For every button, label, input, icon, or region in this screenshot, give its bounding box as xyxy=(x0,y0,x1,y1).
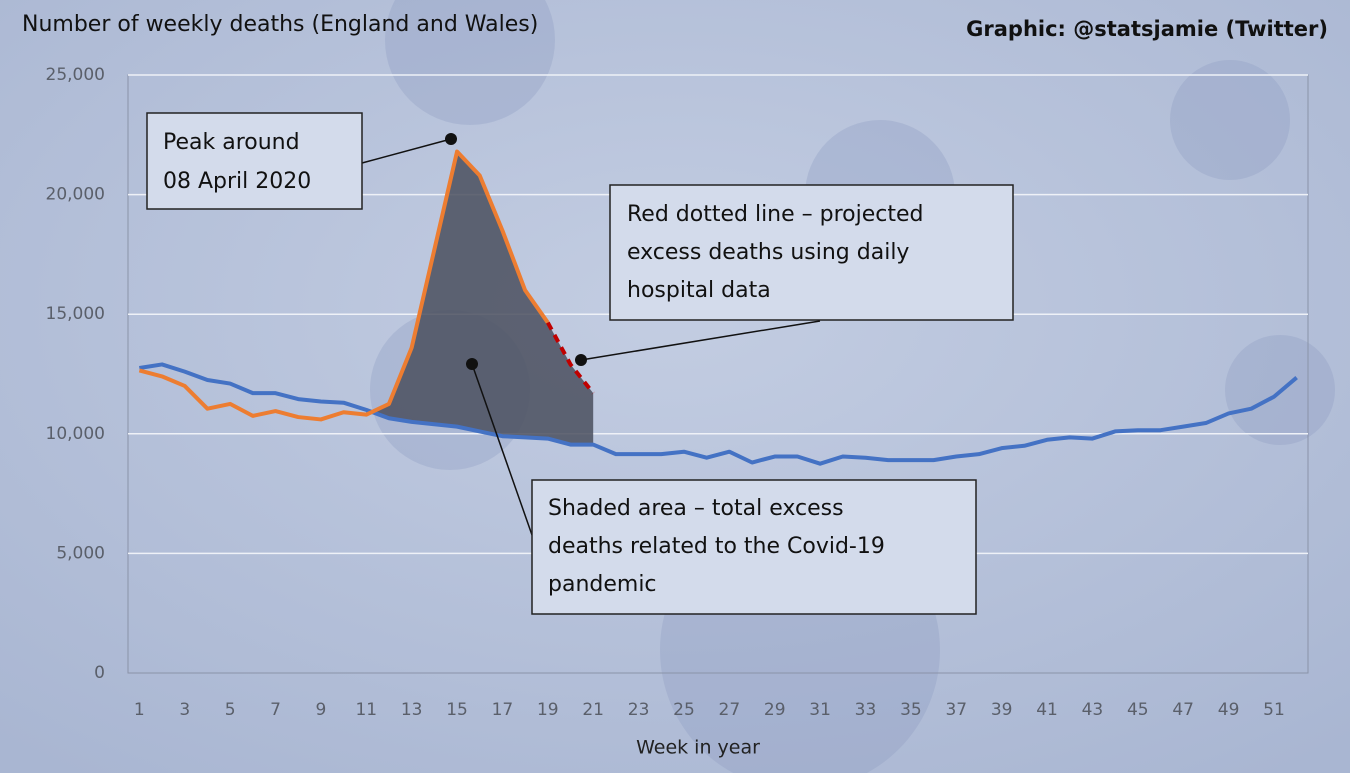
x-tick-label: 5 xyxy=(225,700,236,720)
y-tick-label: 20,000 xyxy=(46,185,105,205)
y-tick-label: 15,000 xyxy=(46,304,105,324)
y-tick-label: 5,000 xyxy=(56,543,105,563)
credit: Graphic: @statsjamie (Twitter) xyxy=(966,17,1328,41)
x-tick-label: 41 xyxy=(1036,700,1058,720)
annotation-text: Peak around xyxy=(163,130,300,155)
x-axis-label: Week in year xyxy=(636,737,760,759)
annotation-text: hospital data xyxy=(627,278,771,303)
x-tick-label: 43 xyxy=(1082,700,1104,720)
annotation-text: 08 April 2020 xyxy=(163,169,311,194)
x-tick-label: 37 xyxy=(945,700,967,720)
x-tick-label: 29 xyxy=(764,700,786,720)
annotation-text: deaths related to the Covid-19 xyxy=(548,534,885,559)
x-tick-label: 11 xyxy=(355,700,377,720)
x-tick-label: 45 xyxy=(1127,700,1149,720)
x-tick-label: 15 xyxy=(446,700,468,720)
x-tick-label: 17 xyxy=(492,700,514,720)
x-tick-label: 7 xyxy=(270,700,281,720)
y-tick-label: 10,000 xyxy=(46,424,105,444)
connector-dot xyxy=(575,354,587,366)
x-tick-label: 33 xyxy=(855,700,877,720)
connector-dot xyxy=(466,358,478,370)
x-tick-label: 47 xyxy=(1172,700,1194,720)
connector-dot xyxy=(445,133,457,145)
chart-title: Number of weekly deaths (England and Wal… xyxy=(22,12,538,37)
x-tick-label: 13 xyxy=(401,700,423,720)
annotation-box xyxy=(147,113,362,209)
y-tick-label: 0 xyxy=(94,663,105,683)
x-tick-label: 19 xyxy=(537,700,559,720)
x-tick-label: 27 xyxy=(719,700,741,720)
x-tick-label: 9 xyxy=(315,700,326,720)
y-tick-label: 25,000 xyxy=(46,65,105,85)
x-tick-label: 21 xyxy=(582,700,604,720)
annotation-text: excess deaths using daily xyxy=(627,240,909,265)
x-tick-label: 25 xyxy=(673,700,695,720)
x-tick-label: 49 xyxy=(1218,700,1240,720)
x-tick-label: 23 xyxy=(628,700,650,720)
annotation-text: Red dotted line – projected xyxy=(627,202,924,227)
annotation-text: pandemic xyxy=(548,572,657,597)
annotation-text: Shaded area – total excess xyxy=(548,496,844,521)
chart: Number of weekly deaths (England and Wal… xyxy=(0,0,1350,773)
x-tick-label: 35 xyxy=(900,700,922,720)
x-tick-label: 51 xyxy=(1263,700,1285,720)
x-tick-label: 1 xyxy=(134,700,145,720)
x-tick-label: 31 xyxy=(809,700,831,720)
x-tick-label: 3 xyxy=(179,700,190,720)
x-tick-label: 39 xyxy=(991,700,1013,720)
